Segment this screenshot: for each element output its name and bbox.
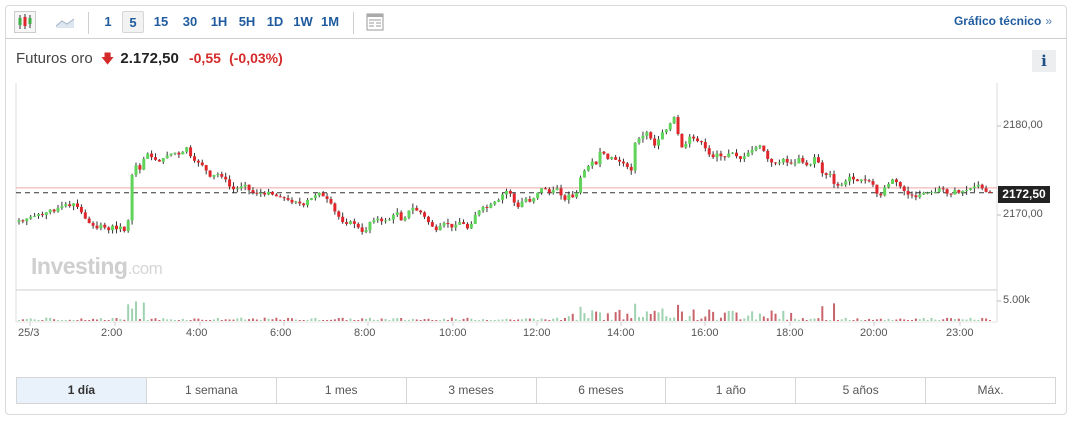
interval-5h[interactable]: 5H bbox=[238, 14, 256, 29]
interval-1[interactable]: 1 bbox=[104, 14, 112, 29]
time-tick: 12:00 bbox=[523, 327, 551, 339]
price-change-percent: (-0,03%) bbox=[229, 50, 283, 66]
range-7[interactable]: Máx. bbox=[977, 383, 1004, 397]
instrument-name: Futuros oro bbox=[16, 50, 93, 67]
watermark-brand: Investing bbox=[31, 253, 128, 279]
chart-widget bbox=[5, 5, 1067, 415]
range-2[interactable]: 1 mes bbox=[277, 378, 407, 403]
range-0[interactable]: 1 día bbox=[17, 378, 147, 403]
time-tick: 4:00 bbox=[186, 327, 208, 339]
price-tick: 2180,00 bbox=[1003, 119, 1043, 131]
area-chart-icon[interactable] bbox=[54, 11, 76, 33]
range-5[interactable]: 1 año bbox=[666, 378, 797, 403]
double-chevron-right-icon: » bbox=[1045, 14, 1052, 28]
price-change: -0,55 bbox=[188, 50, 221, 66]
time-tick: 8:00 bbox=[354, 327, 376, 339]
time-tick: 18:00 bbox=[776, 327, 804, 339]
watermark-suffix: .com bbox=[127, 259, 163, 278]
interval-15[interactable]: 15 bbox=[153, 14, 169, 29]
range-4[interactable]: 6 meses bbox=[537, 378, 667, 403]
quote-header: Futuros oro 🡇 2.172,50 -0,55 (-0,03%) bbox=[16, 50, 283, 72]
interval-1h[interactable]: 1H bbox=[210, 14, 228, 29]
info-button[interactable]: i bbox=[1032, 50, 1056, 72]
down-arrow-icon: 🡇 bbox=[100, 51, 115, 66]
last-price: 2.172,50 bbox=[120, 50, 179, 67]
interval-30[interactable]: 30 bbox=[182, 14, 198, 29]
chart-toolbar: 1 5 15 30 1H 5H 1D 1W 1M Gráfico técnico» bbox=[6, 6, 1066, 39]
interval-1w[interactable]: 1W bbox=[293, 14, 313, 29]
technical-chart-label: Gráfico técnico bbox=[953, 14, 1042, 28]
interval-1d[interactable]: 1D bbox=[266, 14, 284, 29]
interval-5[interactable]: 5 bbox=[122, 11, 144, 33]
time-tick: 25/3 bbox=[18, 327, 40, 339]
time-tick: 16:00 bbox=[691, 327, 719, 339]
investing-watermark: Investing.com bbox=[31, 253, 163, 280]
price-tick: 2170,00 bbox=[1003, 208, 1043, 220]
interval-1m[interactable]: 1M bbox=[320, 14, 340, 29]
candlestick-icon[interactable] bbox=[14, 11, 36, 33]
time-tick: 23:00 bbox=[946, 327, 974, 339]
time-tick: 20:00 bbox=[860, 327, 888, 339]
time-tick: 2:00 bbox=[101, 327, 123, 339]
current-price-tag: 2172,50 bbox=[998, 186, 1050, 203]
table-view-icon[interactable] bbox=[366, 11, 388, 33]
range-1[interactable]: 1 semana bbox=[147, 378, 277, 403]
toolbar-divider bbox=[353, 12, 354, 34]
range-6[interactable]: 5 años bbox=[796, 378, 927, 403]
time-tick: 10:00 bbox=[439, 327, 467, 339]
range-3[interactable]: 3 meses bbox=[407, 378, 537, 403]
toolbar-divider bbox=[88, 12, 89, 34]
time-tick: 14:00 bbox=[607, 327, 635, 339]
technical-chart-link[interactable]: Gráfico técnico» bbox=[954, 14, 1052, 28]
time-tick: 6:00 bbox=[270, 327, 292, 339]
time-range-selector: 1 día 1 semana 1 mes 3 meses 6 meses 1 año 5 a… bbox=[16, 377, 1056, 404]
volume-tick: 5.00k bbox=[1003, 294, 1030, 306]
